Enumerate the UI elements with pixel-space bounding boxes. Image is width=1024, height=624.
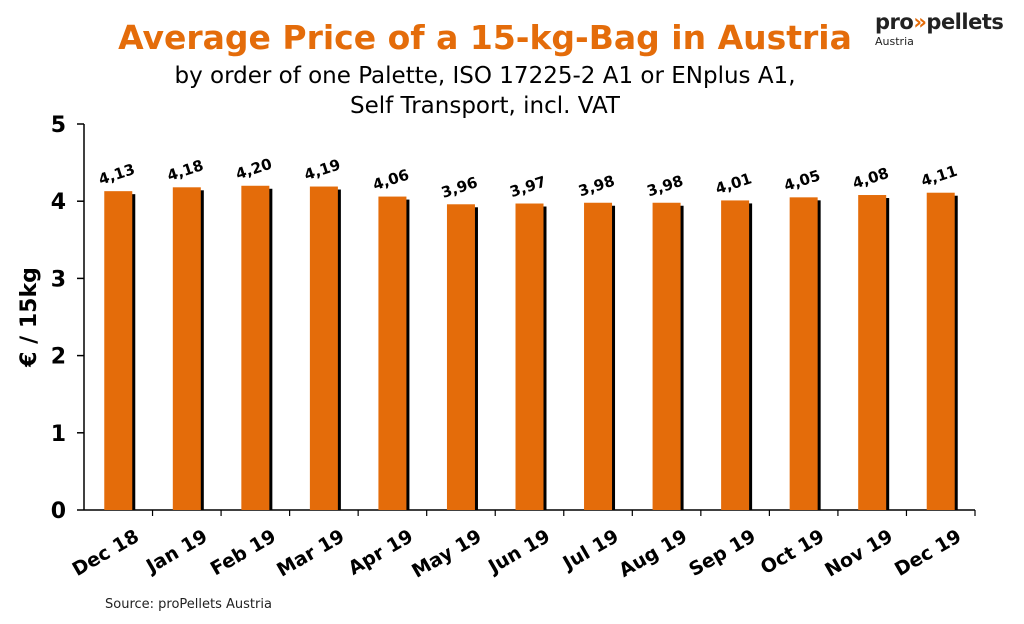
- x-tick-label: Dec 19: [891, 525, 965, 581]
- bar: [172, 187, 201, 510]
- x-tick-label: Oct 19: [757, 525, 828, 579]
- y-tick-label: 5: [51, 113, 66, 138]
- x-tick-label: Jun 19: [483, 525, 554, 579]
- bar: [789, 197, 818, 510]
- bar: [309, 186, 338, 511]
- y-tick-label: 0: [51, 499, 66, 524]
- x-tick-label: Mar 19: [273, 525, 348, 581]
- chart-subtitle-line1: by order of one Palette, ISO 17225-2 A1 …: [174, 63, 796, 89]
- x-tick-label: Dec 18: [69, 525, 143, 581]
- x-tick-label: Jan 19: [141, 525, 211, 578]
- bar: [858, 195, 887, 511]
- x-tick-label: Jul 19: [558, 525, 623, 575]
- chart-subtitle-line2: Self Transport, incl. VAT: [350, 93, 620, 119]
- bar: [721, 200, 750, 511]
- data-label: 4,05: [782, 166, 823, 195]
- x-tick-label: Sep 19: [685, 525, 759, 581]
- bar: [446, 204, 475, 510]
- logo-subtext: Austria: [875, 35, 914, 48]
- data-label: 4,01: [713, 169, 754, 198]
- data-label: 4,19: [302, 155, 343, 184]
- x-tick-label: Feb 19: [207, 525, 280, 580]
- data-label: 4,08: [850, 164, 891, 193]
- logo-wordmark: pro»pellets: [875, 10, 1004, 34]
- bar: [378, 196, 407, 510]
- source-note: Source: proPellets Austria: [105, 597, 272, 612]
- data-label: 4,13: [96, 160, 137, 189]
- y-axis-title: € / 15kg: [17, 267, 42, 368]
- data-label: 4,06: [370, 166, 411, 195]
- data-label: 4,20: [233, 155, 274, 184]
- chart-title: Average Price of a 15-kg-Bag in Austria: [118, 18, 852, 57]
- propellets-logo: pro»pellets Austria: [875, 10, 1004, 48]
- data-label: 3,96: [439, 173, 480, 202]
- data-label: 4,11: [919, 162, 960, 191]
- data-label: 3,97: [508, 172, 549, 201]
- x-tick-label: Nov 19: [821, 525, 896, 581]
- bar: [104, 191, 133, 510]
- data-label: 3,98: [645, 172, 686, 201]
- x-tick-label: Apr 19: [345, 525, 417, 579]
- bar: [241, 185, 270, 510]
- bar: [515, 203, 544, 511]
- data-label: 4,18: [165, 156, 206, 185]
- y-tick-label: 2: [51, 345, 66, 370]
- y-tick-label: 4: [51, 190, 66, 215]
- x-tick-label: Aug 19: [615, 525, 691, 581]
- bar: [584, 202, 613, 510]
- bar: [652, 202, 681, 510]
- y-tick-label: 1: [51, 422, 66, 447]
- data-label: 3,98: [576, 172, 617, 201]
- y-tick-label: 3: [51, 267, 66, 292]
- bar: [926, 192, 955, 510]
- x-tick-label: May 19: [408, 525, 485, 582]
